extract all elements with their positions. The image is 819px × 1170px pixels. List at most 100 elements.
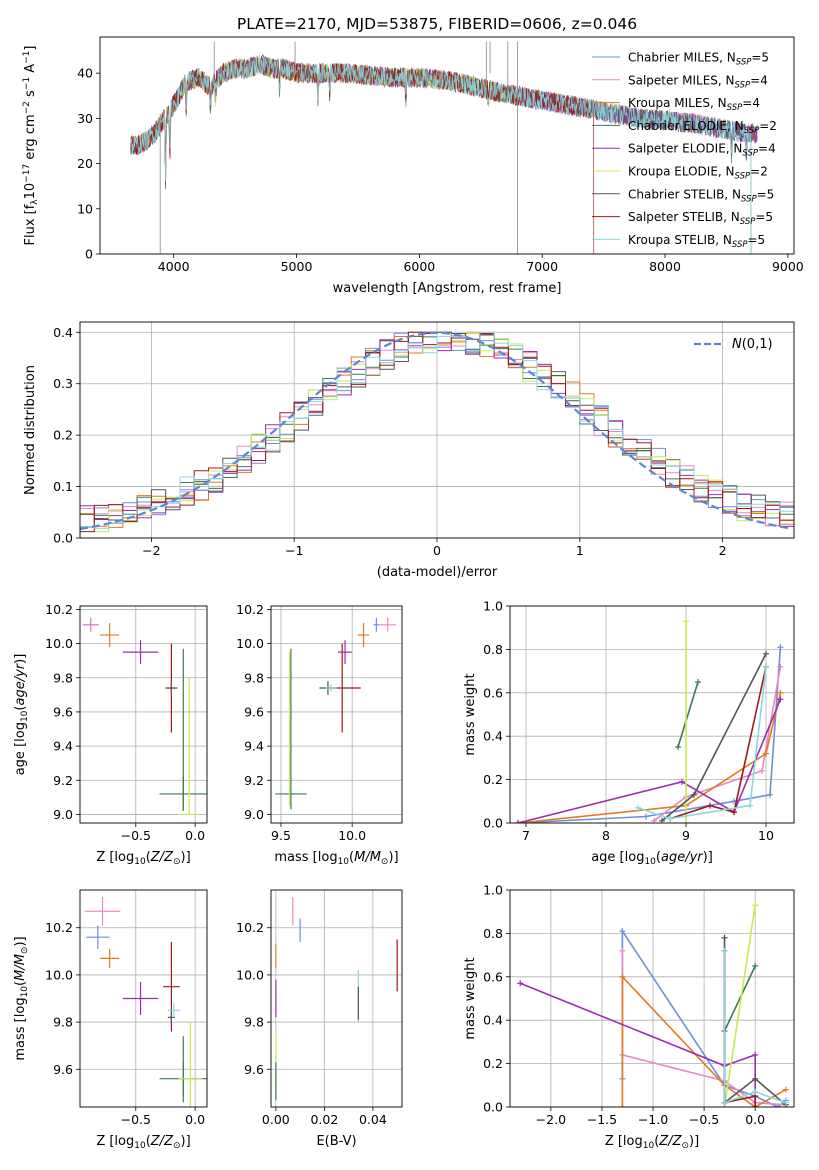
age_vs_Z-panel: −0.5 0.0 9.0 9.2 9.4 9.6 9.8 10.0 10.2 Z [log10(Z…: [13, 602, 208, 867]
x-axis-label: Z [log10(Z/Z⊙)]: [96, 850, 190, 867]
series-kroupa_stelib: [635, 663, 769, 822]
y-tick-label: 9.6: [53, 704, 73, 719]
x-tick-label: 2: [719, 543, 727, 558]
x-tick-label: 8000: [649, 259, 681, 274]
weight-line: [517, 698, 782, 823]
x-axis-label: (data-model)/error: [377, 565, 498, 580]
legend-entry: Chabrier ELODIE, NSSP=2: [628, 119, 777, 136]
y-tick-label: 0.4: [483, 1013, 503, 1028]
errorbar-chabrier_stelib: [167, 681, 175, 695]
y-axis-label: mass [log10(M/M⊙)]: [13, 936, 30, 1060]
x-tick-label: 9: [682, 828, 690, 843]
y-tick-label: 0: [85, 247, 93, 262]
y-tick-label: 0.2: [483, 1056, 503, 1071]
y-tick-label: 9.0: [244, 807, 264, 822]
x-tick-label: 0.00: [262, 1112, 290, 1127]
histograms: [80, 331, 794, 536]
x-tick-label: 9000: [772, 259, 804, 274]
y-tick-label: 10.2: [236, 602, 264, 617]
errorbars: [275, 897, 398, 1100]
x-tick-label: −2.0: [536, 1112, 566, 1127]
legend-entry: Kroupa ELODIE, NSSP=2: [628, 165, 768, 182]
series-chabrier_elodie: [721, 962, 759, 1035]
legend-entry: Kroupa STELIB, NSSP=5: [628, 233, 765, 250]
weight-line: [669, 666, 767, 820]
y-tick-label: 0.4: [53, 325, 73, 340]
series-chabrier_elodie: [675, 678, 701, 751]
x-tick-label: 0.0: [185, 828, 205, 843]
series-line-salpeter_stelib: [130, 56, 595, 254]
x-tick-label: 7: [522, 828, 530, 843]
series-salpeter_elodie: [515, 696, 784, 823]
x-tick-label: 0.04: [359, 1112, 387, 1127]
x-tick-label: 0.0: [185, 1112, 205, 1127]
y-axis-label: Normed distribution: [23, 365, 38, 495]
y-tick-label: 0.2: [53, 428, 73, 443]
legend-entry: Chabrier MILES, NSSP=5: [628, 51, 769, 68]
weight-line: [723, 905, 756, 1107]
x-tick-label: −2: [142, 543, 160, 558]
x-tick-label: 10: [758, 828, 774, 843]
mass_vs_Z-panel: −0.5 0.0 9.6 9.8 10.0 10.2 Z [log10(Z/Z⊙)] mass…: [13, 889, 208, 1151]
x-tick-label: 4000: [158, 259, 190, 274]
axes-frame: [509, 605, 795, 824]
residuals-panel: −2 −1 0 1 2 0.0 0.1 0.2 0.3 0.4 (data-model)/error…: [23, 321, 795, 580]
x-tick-label: −1: [285, 543, 303, 558]
y-tick-label: 9.2: [53, 773, 73, 788]
y-tick-label: 9.8: [244, 670, 264, 685]
spectrum-panel: 4000 5000 6000 7000 8000 9000 0 10 20 30 40 wavelen…: [22, 36, 804, 296]
y-tick-label: 40: [77, 66, 93, 81]
y-tick-label: 9.0: [53, 807, 73, 822]
y-axis-label: mass weight: [463, 957, 478, 1039]
axes-frame: [79, 605, 208, 824]
errorbar-chabrier_miles: [85, 925, 110, 949]
errorbar-kroupa_miles: [100, 948, 120, 968]
y-tick-label: 9.8: [53, 670, 73, 685]
errorbar-kroupa_miles: [100, 623, 120, 648]
y-tick-label: 9.8: [53, 1015, 73, 1030]
y-tick-label: 10: [77, 201, 93, 216]
x-tick-label: 8: [602, 828, 610, 843]
errorbar-salpeter_miles: [82, 617, 99, 632]
legend-entry: Salpeter MILES, NSSP=4: [628, 73, 768, 90]
age_vs_mass-panel: 9.5 10.0 9.0 9.2 9.4 9.6 9.8 10.0 10.2 mass [log1…: [236, 602, 403, 867]
y-tick-label: 10.0: [236, 967, 264, 982]
weight-line: [637, 666, 767, 820]
y-tick-label: 1.0: [483, 883, 503, 898]
mw_vs_Z-panel: −2.0 −1.5 −1.0 −0.5 0.0 0.0 0.2 0.4 0.6 0.8 1.0 Z […: [463, 883, 795, 1151]
weight-line: [723, 965, 756, 1032]
y-tick-label: 10.0: [45, 636, 73, 651]
errorbar-kroupa_stelib: [167, 1003, 180, 1018]
x-tick-label: −0.5: [121, 1112, 151, 1127]
y-tick-label: 30: [77, 111, 93, 126]
y-axis-label: age [log10(age/yr)]: [13, 654, 30, 776]
y-tick-label: 0.0: [483, 816, 503, 831]
y-tick-label: 10.2: [45, 920, 73, 935]
series-chabrier_stelib: [659, 650, 769, 823]
x-tick-label: 6000: [403, 259, 435, 274]
series-kroupa_stelib: [721, 947, 789, 1106]
weight-line: [517, 692, 782, 823]
series-line-kroupa_stelib: [130, 56, 752, 254]
legend-entry: Chabrier STELIB, NSSP=5: [628, 187, 774, 204]
x-axis-label: wavelength [Angstrom, rest frame]: [333, 281, 562, 296]
x-tick-label: 0.0: [745, 1112, 765, 1127]
histogram-kroupa_stelib: [80, 331, 794, 529]
legend-entry: N(0,1): [732, 337, 773, 352]
y-tick-label: 10.2: [45, 602, 73, 617]
x-axis-label: Z [log10(Z/Z⊙)]: [96, 1134, 190, 1151]
x-tick-label: 1: [576, 543, 584, 558]
gaussian-curve: [80, 331, 792, 531]
mw_vs_age-panel: 7 8 9 10 0.0 0.2 0.4 0.6 0.8 1.0 age [log10(age/yr…: [463, 599, 795, 867]
errorbar-salpeter_miles: [379, 617, 397, 632]
y-tick-label: 0.8: [483, 926, 503, 941]
weight-lines: [517, 902, 789, 1107]
y-tick-label: 0.2: [483, 772, 503, 787]
x-tick-label: 10.0: [338, 828, 366, 843]
weight-line: [519, 982, 756, 1107]
y-tick-label: 10.0: [45, 967, 73, 982]
errorbar-kroupa_elodie: [178, 1022, 203, 1107]
y-tick-label: 0.0: [483, 1100, 503, 1115]
y-tick-label: 0.6: [483, 685, 503, 700]
